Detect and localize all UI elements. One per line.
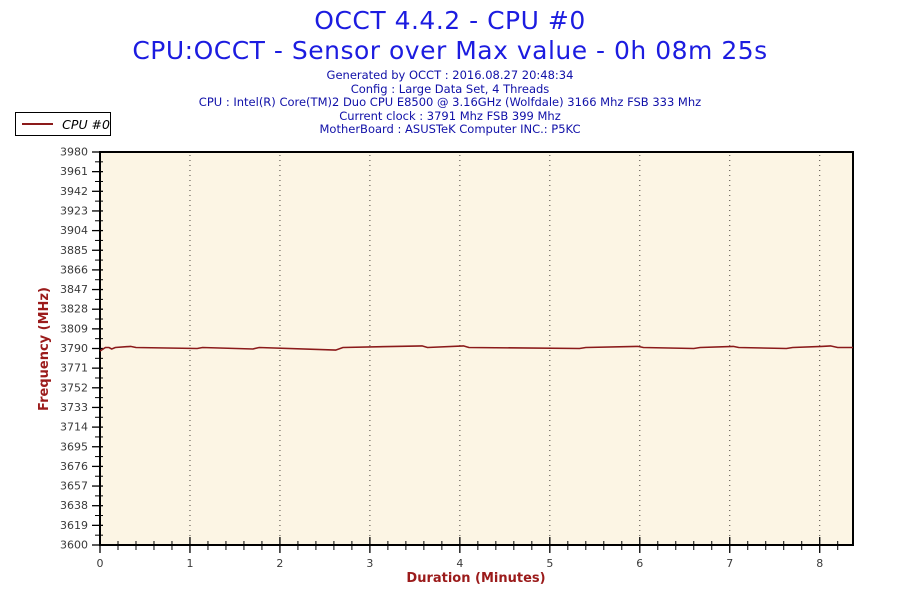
- y-tick-label: 3733: [60, 401, 88, 414]
- info-cpu: CPU : Intel(R) Core(TM)2 Duo CPU E8500 @…: [198, 95, 702, 109]
- info-config: Config : Large Data Set, 4 Threads: [350, 81, 550, 96]
- x-tick-label: 0: [97, 557, 104, 570]
- y-tick-label: 3771: [60, 362, 88, 375]
- info-generated-by: Generated by OCCT : 2016.08.27 20:48:34: [326, 68, 574, 82]
- y-tick-label: 3676: [60, 460, 88, 473]
- x-tick-label: 6: [636, 557, 643, 570]
- info-block: Generated by OCCT : 2016.08.27 20:48:34 …: [0, 68, 900, 137]
- y-tick-label: 3923: [60, 204, 88, 217]
- legend-label: CPU #0: [62, 116, 110, 132]
- y-tick-label: 3904: [60, 224, 88, 237]
- y-tick-label: 3790: [60, 342, 88, 355]
- chart-title: OCCT 4.4.2 - CPU #0: [314, 6, 586, 35]
- x-tick-label: 2: [276, 557, 283, 570]
- info-current-clock: Current clock : 3791 Mhz FSB 399 Mhz: [339, 108, 561, 123]
- x-tick-label: 7: [726, 557, 733, 570]
- y-tick-label: 3866: [60, 263, 88, 276]
- series-line: [99, 345, 853, 352]
- legend: CPU #0: [15, 112, 111, 136]
- y-tick-label: 3847: [60, 283, 88, 296]
- y-tick-label: 3809: [60, 322, 88, 335]
- x-axis-title: Duration (Minutes): [406, 571, 545, 586]
- y-tick-label: 3638: [60, 499, 88, 512]
- info-motherboard: MotherBoard : ASUSTeK Computer INC.: P5K…: [319, 122, 581, 136]
- y-tick-label: 3828: [60, 303, 88, 316]
- x-tick-label: 5: [546, 557, 553, 570]
- y-tick-label: 3980: [60, 146, 88, 159]
- y-tick-label: 3714: [60, 421, 88, 434]
- chart-subtitle: CPU:OCCT - Sensor over Max value - 0h 08…: [132, 36, 768, 65]
- x-tick-label: 1: [186, 557, 193, 570]
- y-tick-label: 3942: [60, 185, 88, 198]
- x-tick-label: 4: [456, 557, 463, 570]
- legend-line-sample: [22, 123, 54, 125]
- x-tick-label: 3: [366, 557, 373, 570]
- x-tick-label: 8: [816, 557, 823, 570]
- y-tick-label: 3752: [60, 381, 88, 394]
- y-tick-label: 3885: [60, 244, 88, 257]
- y-tick-label: 3619: [60, 519, 88, 532]
- y-axis-title: Frequency (MHz): [37, 287, 52, 411]
- y-tick-label: 3695: [60, 440, 88, 453]
- y-tick-label: 3657: [60, 480, 88, 493]
- y-tick-label: 3600: [60, 539, 88, 552]
- y-tick-label: 3961: [60, 165, 88, 178]
